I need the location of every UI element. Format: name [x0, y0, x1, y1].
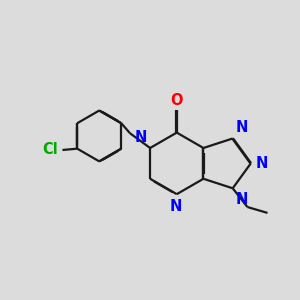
Text: N: N [134, 130, 147, 145]
Text: O: O [170, 93, 183, 108]
Text: N: N [169, 199, 182, 214]
Text: N: N [236, 192, 248, 207]
Text: Cl: Cl [43, 142, 58, 158]
Text: N: N [236, 120, 248, 135]
Text: N: N [256, 156, 268, 171]
